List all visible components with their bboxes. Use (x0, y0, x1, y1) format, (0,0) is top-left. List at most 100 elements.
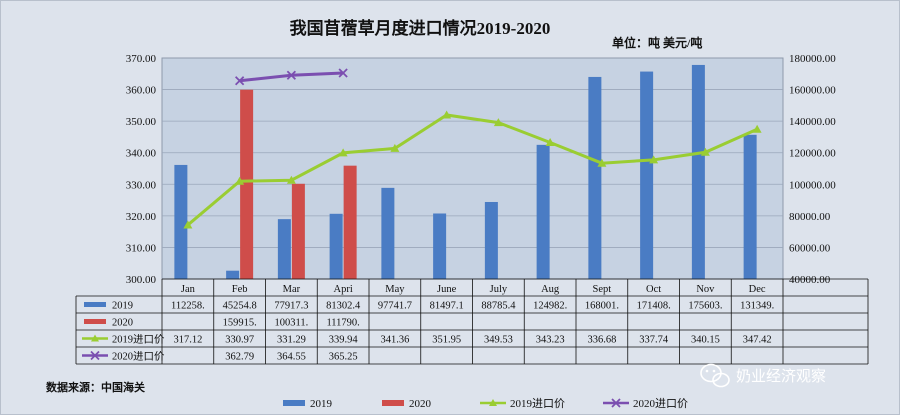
right-tick-label: 100000.00 (789, 179, 836, 191)
table-cell: 112258. (171, 301, 205, 312)
line-2019进口价 (186, 113, 758, 227)
category-label: June (437, 284, 457, 295)
bar-2019-Mar (277, 219, 291, 279)
bar-2020-Feb (240, 89, 254, 280)
table-cell: 159915. (223, 318, 257, 329)
legend-label: 2020 (409, 398, 432, 410)
bar-2019-Apri (329, 213, 343, 279)
table-cell: 100311. (275, 318, 309, 329)
table-series-name: 2019进口价 (112, 334, 165, 346)
marker-2019进口价 (442, 110, 452, 119)
table-cell: 364.55 (277, 352, 306, 363)
marker-2019进口价 (183, 220, 193, 229)
category-label: Nov (696, 284, 715, 295)
left-tick-label: 310.00 (126, 242, 157, 254)
table-series-name: 2020 (112, 318, 133, 329)
bar-2020-Mar (291, 183, 305, 279)
table-cell: 330.97 (225, 335, 254, 346)
left-tick-label: 320.00 (126, 211, 157, 223)
left-tick-label: 340.00 (126, 148, 157, 160)
right-tick-label: 180000.00 (789, 53, 836, 65)
category-label: Mar (283, 284, 301, 295)
table-cell: 168001. (585, 301, 619, 312)
table-key-2019: 2019 (84, 301, 133, 312)
legend-label: 2019进口价 (510, 397, 565, 410)
table-cell: 349.53 (484, 335, 513, 346)
table-cell: 317.12 (173, 335, 202, 346)
right-tick-label: 120000.00 (789, 148, 836, 160)
left-tick-label: 350.00 (126, 116, 157, 128)
table-cell: 341.36 (380, 335, 409, 346)
left-tick-label: 360.00 (126, 85, 157, 97)
bar-2019-July (484, 201, 498, 279)
left-tick-label: 300.00 (126, 274, 157, 286)
left-tick-label: 330.00 (126, 179, 157, 191)
category-label: Jan (181, 284, 196, 295)
right-tick-label: 60000.00 (789, 242, 831, 254)
watermark-text: 奶业经济观察 (736, 367, 826, 385)
marker-2020进口价 (338, 68, 348, 78)
legend-item-2020进口价: 2020进口价 (603, 397, 688, 410)
category-label: Dec (749, 284, 766, 295)
table-cell: 175603. (688, 301, 722, 312)
bar-2019-Jan (174, 164, 188, 279)
bar-2019-Nov (691, 64, 705, 279)
table-cell: 131349. (740, 301, 774, 312)
table-series-name: 2019 (112, 301, 133, 312)
legend-item-2019: 2019 (283, 398, 333, 410)
legend-label: 2019 (310, 398, 333, 410)
left-axis: 300.00 310.00 320.00 330.00 340.00 350.00 360.… (126, 53, 157, 286)
table-cell: 171408. (637, 301, 671, 312)
marker-2019进口价 (597, 158, 607, 167)
marker-2019进口价 (752, 124, 762, 133)
table-cell: 81302.4 (326, 301, 361, 312)
table-cell: 88785.4 (481, 301, 516, 312)
bar-2019-June (433, 213, 447, 279)
category-label: Aug (541, 284, 560, 295)
unit-label: 单位：吨 美元/吨 (612, 35, 702, 50)
marker-2019进口价 (649, 155, 659, 164)
table-cell: 362.79 (225, 352, 254, 363)
line-series (183, 68, 762, 229)
wechat-icon (700, 363, 730, 388)
right-tick-label: 80000.00 (789, 211, 831, 223)
right-axis: 40000.00 60000.00 80000.00 100000.00 120000.… (789, 53, 836, 286)
table-cell: 365.25 (329, 352, 358, 363)
bar-2019-Sept (588, 76, 602, 279)
right-tick-label: 140000.00 (789, 116, 836, 128)
gridlines (162, 89, 783, 248)
table-cell: 336.68 (587, 335, 616, 346)
table-cell: 81497.1 (430, 301, 464, 312)
chart-title: 我国苜蓿草月度进口情况2019-2020 (290, 18, 551, 38)
marker-2019进口价 (493, 118, 503, 127)
category-label: Feb (232, 284, 248, 295)
marker-2020进口价 (234, 76, 245, 86)
legend: 2019 2020 2019进口价 2020进口价 (283, 397, 688, 410)
marker-2019进口价 (545, 138, 555, 147)
bar-2019-Aug (536, 144, 550, 279)
table-cell: 337.74 (639, 335, 669, 346)
table-cell: 339.94 (329, 335, 359, 346)
table-key-2019进口价: 2019进口价 (82, 334, 165, 346)
right-tick-label: 160000.00 (789, 85, 836, 97)
bar-series (174, 64, 757, 280)
table-cell: 331.29 (277, 335, 306, 346)
bar-2019-May (381, 187, 395, 279)
table-cell: 111790. (326, 318, 359, 329)
bar-2019-Feb (226, 270, 240, 279)
table-key-2020进口价: 2020进口价 (82, 351, 165, 363)
table-cell: 347.42 (743, 335, 772, 346)
category-label: Sept (593, 284, 612, 295)
category-label: Apri (334, 284, 353, 295)
table-cell: 77917.3 (274, 301, 308, 312)
category-label: Oct (646, 284, 661, 295)
marker-2019进口价 (286, 175, 296, 184)
bar-2020-Apri (343, 165, 357, 279)
marker-2020进口价 (286, 70, 297, 80)
left-tick-label: 370.00 (126, 53, 157, 65)
legend-item-2020: 2020 (382, 398, 432, 410)
marker-2019进口价 (235, 176, 245, 185)
source-note: 数据来源：中国海关 (46, 380, 145, 394)
table-cell: 124982. (533, 301, 567, 312)
